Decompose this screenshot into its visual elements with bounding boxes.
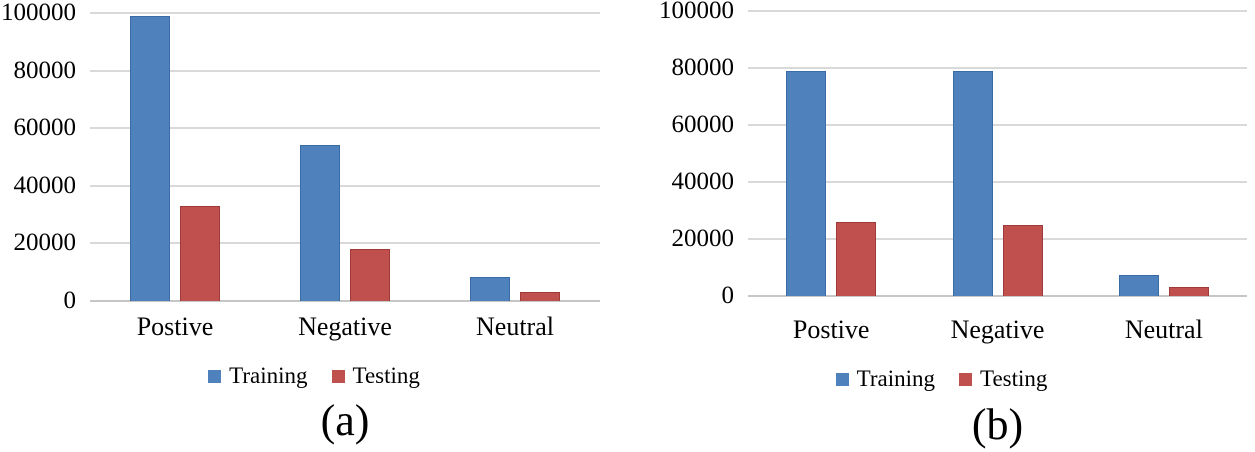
bar-training-negative [952, 70, 993, 296]
legend-swatch-testing [331, 369, 345, 383]
legend-label: Training [229, 363, 308, 388]
x-axis-line [90, 300, 600, 302]
y-tick-label: 20000 [671, 225, 735, 252]
gridline [90, 127, 600, 130]
y-tick-label: 40000 [671, 168, 735, 195]
legend-label: Training [856, 366, 935, 391]
y-tick-label: 80000 [671, 54, 735, 81]
gridline [90, 12, 600, 14]
gridline [748, 10, 1247, 12]
legend-item-training: Training [208, 363, 308, 389]
legend-item-testing: Testing [959, 366, 1047, 392]
y-tick-label: 60000 [671, 111, 735, 138]
y-tick-label: 100000 [659, 0, 734, 24]
x-category-label: Neutral [1124, 315, 1203, 344]
y-tick-label: 0 [721, 282, 735, 309]
x-category-label: Neutral [476, 312, 554, 341]
legend-swatch-training [208, 369, 222, 383]
y-tick-label: 100000 [1, 0, 76, 26]
x-axis-line [748, 295, 1247, 297]
y-tick-label: 60000 [13, 114, 77, 142]
y-tick-label: 20000 [13, 229, 77, 257]
gridline [748, 181, 1247, 183]
legend: Training Testing [628, 366, 1255, 392]
bar-training-postive [130, 15, 170, 301]
y-tick-label: 80000 [13, 56, 77, 84]
bar-testing-neutral [520, 292, 560, 301]
x-category-label: Negative [298, 312, 392, 341]
bar-testing-postive [836, 221, 877, 296]
panel-caption: (b) [971, 400, 1024, 449]
bar-training-postive [786, 70, 827, 296]
bar-testing-negative [1002, 224, 1043, 296]
legend-swatch-testing [959, 372, 972, 386]
bar-testing-neutral [1168, 287, 1209, 296]
x-category-label: Postive [792, 315, 870, 344]
legend-item-training: Training [835, 366, 935, 392]
y-tick-label: 40000 [13, 171, 77, 199]
x-category-label: Postive [136, 312, 214, 341]
gridline [90, 184, 600, 187]
legend-item-testing: Testing [331, 363, 420, 389]
bar-training-neutral [470, 276, 510, 301]
gridline [90, 69, 600, 72]
legend-swatch-training [835, 372, 849, 386]
chart-panel-b: 0 20000 40000 60000 80000 100000 Postive Negati… [628, 0, 1255, 452]
legend-label: Testing [352, 363, 420, 388]
x-category-label: Negative [950, 315, 1045, 344]
bar-training-negative [300, 145, 340, 301]
gridline [748, 124, 1247, 126]
chart-panel-a: 0 20000 40000 60000 80000 100000 Postive Negati… [0, 0, 628, 445]
bar-testing-negative [350, 249, 390, 301]
gridline [748, 238, 1247, 240]
gridline [90, 242, 600, 245]
legend: Training Testing [0, 363, 628, 389]
bar-testing-postive [180, 205, 220, 301]
legend-label: Testing [980, 366, 1048, 391]
bar-training-neutral [1118, 274, 1159, 296]
y-tick-label: 0 [63, 287, 77, 314]
gridline [748, 67, 1247, 69]
panel-caption: (a) [320, 396, 370, 445]
